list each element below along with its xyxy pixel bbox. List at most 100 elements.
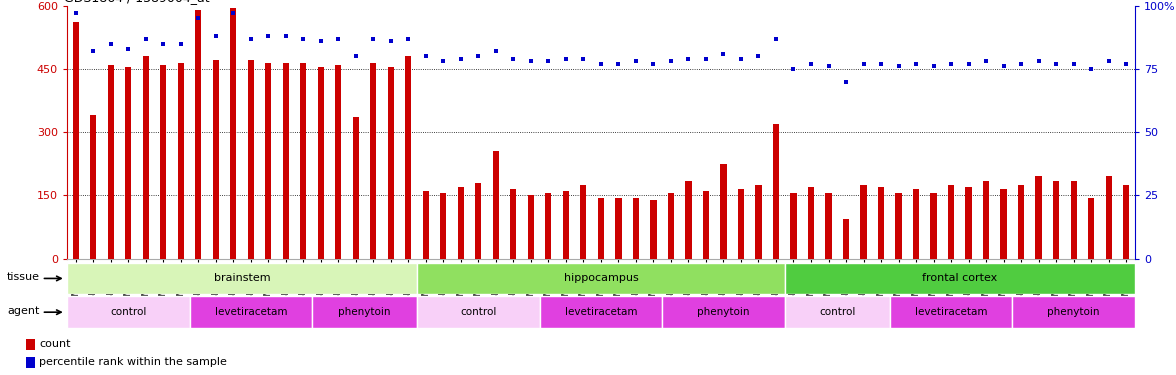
Bar — [189, 296, 312, 328]
Point — [679, 56, 697, 62]
Bar — [546, 194, 552, 259]
Bar — [1088, 198, 1094, 259]
Point — [434, 58, 453, 64]
Bar — [784, 262, 1135, 294]
Point — [592, 61, 610, 67]
Text: brainstem: brainstem — [214, 273, 270, 284]
Point — [942, 61, 961, 67]
Bar — [686, 181, 691, 259]
Point — [259, 33, 278, 39]
Bar — [335, 64, 341, 259]
Point — [767, 36, 786, 42]
Point — [1082, 66, 1101, 72]
Bar — [633, 198, 639, 259]
Point — [207, 33, 226, 39]
Bar — [510, 189, 516, 259]
Bar — [230, 8, 236, 259]
Text: count: count — [39, 339, 71, 349]
Bar — [597, 198, 604, 259]
Text: percentile rank within the sample: percentile rank within the sample — [39, 357, 227, 367]
Text: levetiracetam: levetiracetam — [915, 307, 988, 317]
Text: frontal cortex: frontal cortex — [922, 273, 997, 284]
Point — [241, 36, 260, 42]
Point — [994, 63, 1013, 69]
Bar — [1123, 185, 1129, 259]
Point — [381, 38, 400, 44]
Bar — [737, 189, 744, 259]
Point — [609, 61, 628, 67]
Bar — [1001, 189, 1007, 259]
Bar — [1013, 296, 1135, 328]
Bar — [213, 60, 219, 259]
Text: levetiracetam: levetiracetam — [564, 307, 637, 317]
Bar — [528, 195, 534, 259]
Point — [820, 63, 838, 69]
Point — [223, 10, 242, 16]
Point — [312, 38, 330, 44]
Bar — [160, 64, 166, 259]
Bar — [1105, 177, 1111, 259]
Bar — [808, 187, 814, 259]
Bar — [108, 64, 114, 259]
Bar — [142, 56, 149, 259]
Bar — [440, 194, 447, 259]
Bar — [1070, 181, 1077, 259]
Bar — [1036, 177, 1042, 259]
Bar — [581, 185, 587, 259]
Point — [83, 48, 102, 54]
Point — [172, 40, 191, 46]
Bar — [1018, 185, 1024, 259]
Point — [662, 58, 681, 64]
Point — [487, 48, 506, 54]
Point — [924, 63, 943, 69]
Point — [66, 10, 85, 16]
Point — [644, 61, 663, 67]
Bar — [540, 296, 662, 328]
Bar — [248, 60, 254, 259]
Bar — [878, 187, 884, 259]
Bar — [930, 194, 936, 259]
Point — [836, 79, 855, 85]
Point — [627, 58, 646, 64]
Bar — [948, 185, 954, 259]
Point — [399, 36, 417, 42]
Bar — [983, 181, 989, 259]
Point — [1029, 58, 1048, 64]
Bar — [282, 63, 289, 259]
Bar — [125, 67, 132, 259]
Point — [696, 56, 715, 62]
Bar — [790, 194, 796, 259]
Point — [1047, 61, 1065, 67]
Point — [363, 36, 382, 42]
Bar — [668, 194, 674, 259]
Point — [329, 36, 348, 42]
Bar — [913, 189, 920, 259]
Bar — [195, 10, 201, 259]
Text: levetiracetam: levetiracetam — [214, 307, 287, 317]
Point — [539, 58, 557, 64]
Point — [731, 56, 750, 62]
Bar — [406, 56, 412, 259]
Bar — [703, 191, 709, 259]
Point — [154, 40, 173, 46]
Bar — [890, 296, 1013, 328]
Text: phenytoin: phenytoin — [697, 307, 750, 317]
Text: control: control — [111, 307, 147, 317]
Point — [505, 56, 523, 62]
Bar — [615, 198, 621, 259]
Bar — [843, 219, 849, 259]
Point — [416, 53, 435, 59]
Point — [960, 61, 978, 67]
Point — [119, 46, 138, 52]
Text: control: control — [460, 307, 496, 317]
Bar — [965, 187, 971, 259]
Point — [854, 61, 873, 67]
Bar — [417, 296, 540, 328]
Text: agent: agent — [8, 306, 40, 316]
Text: phenytoin: phenytoin — [339, 307, 390, 317]
Point — [802, 61, 821, 67]
Text: phenytoin: phenytoin — [1048, 307, 1100, 317]
Bar — [266, 63, 272, 259]
Point — [189, 15, 208, 21]
Point — [347, 53, 366, 59]
